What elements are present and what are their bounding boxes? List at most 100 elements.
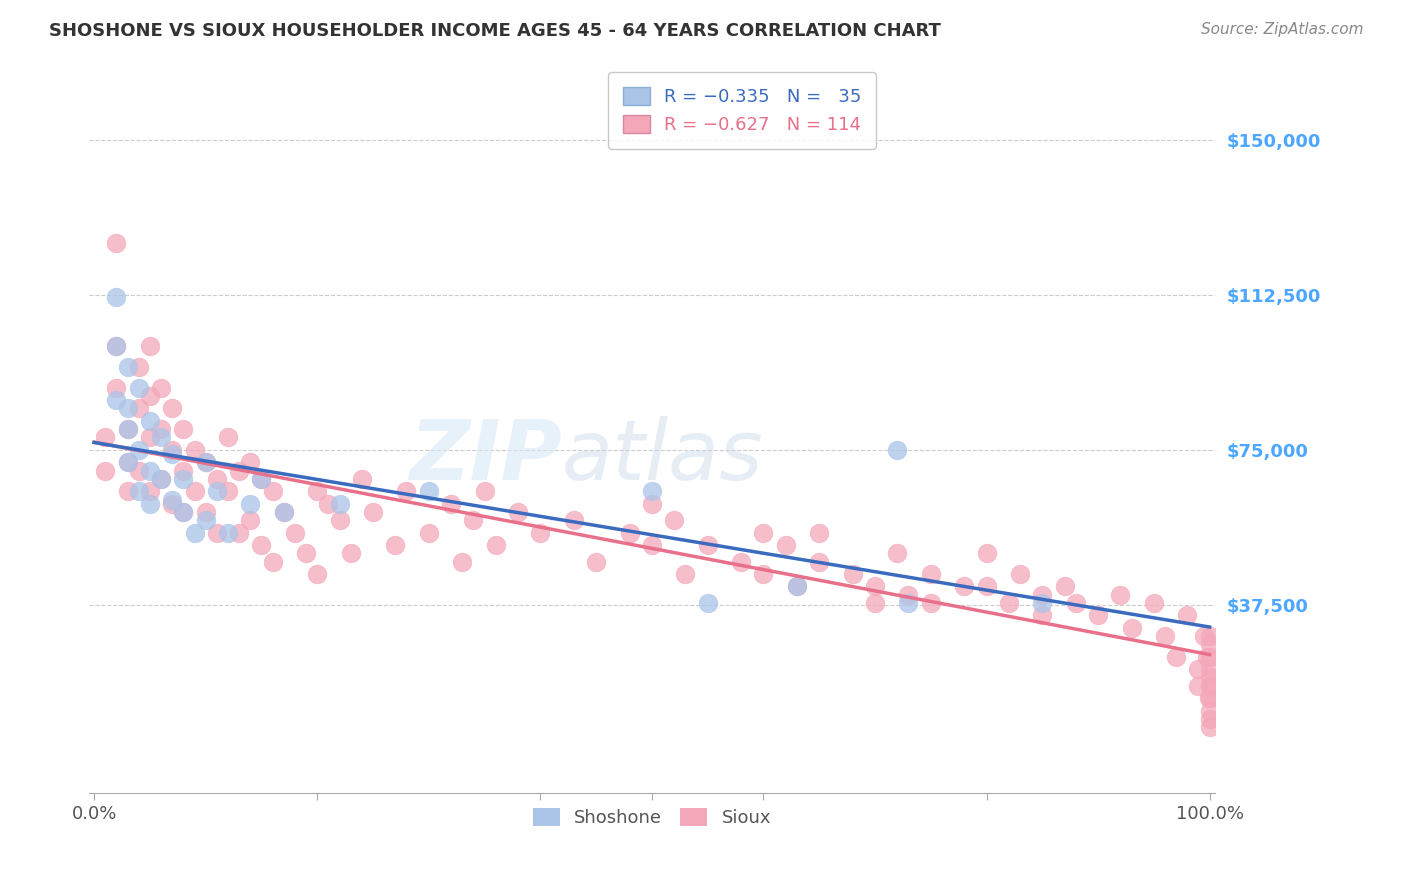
Point bbox=[474, 484, 496, 499]
Point bbox=[117, 422, 139, 436]
Point bbox=[160, 497, 183, 511]
Point bbox=[863, 579, 886, 593]
Point bbox=[139, 389, 162, 403]
Point bbox=[295, 546, 318, 560]
Point bbox=[1143, 596, 1166, 610]
Point bbox=[172, 422, 194, 436]
Point bbox=[463, 513, 485, 527]
Point bbox=[1175, 608, 1198, 623]
Point bbox=[262, 484, 284, 499]
Point bbox=[262, 555, 284, 569]
Point bbox=[217, 430, 239, 444]
Point bbox=[183, 484, 205, 499]
Point bbox=[105, 339, 128, 353]
Point bbox=[172, 505, 194, 519]
Point bbox=[1198, 649, 1220, 664]
Point bbox=[1198, 629, 1220, 643]
Point bbox=[94, 430, 117, 444]
Point bbox=[128, 484, 150, 499]
Point bbox=[485, 538, 508, 552]
Point bbox=[194, 455, 217, 469]
Point bbox=[117, 455, 139, 469]
Point bbox=[128, 442, 150, 457]
Point bbox=[139, 464, 162, 478]
Point bbox=[384, 538, 406, 552]
Point bbox=[318, 497, 340, 511]
Point bbox=[619, 525, 641, 540]
Point bbox=[1198, 704, 1220, 718]
Point bbox=[205, 472, 228, 486]
Text: SHOSHONE VS SIOUX HOUSEHOLDER INCOME AGES 45 - 64 YEARS CORRELATION CHART: SHOSHONE VS SIOUX HOUSEHOLDER INCOME AGE… bbox=[49, 22, 941, 40]
Point bbox=[1031, 596, 1053, 610]
Point bbox=[105, 290, 128, 304]
Point bbox=[205, 484, 228, 499]
Point bbox=[105, 235, 128, 250]
Point bbox=[418, 525, 440, 540]
Point bbox=[1198, 691, 1220, 706]
Point bbox=[451, 555, 474, 569]
Point bbox=[239, 497, 262, 511]
Point bbox=[150, 472, 173, 486]
Point bbox=[506, 505, 529, 519]
Point bbox=[1198, 637, 1220, 651]
Point bbox=[1198, 671, 1220, 685]
Point bbox=[1187, 662, 1209, 676]
Point bbox=[105, 339, 128, 353]
Point bbox=[307, 567, 329, 582]
Point bbox=[228, 464, 250, 478]
Point bbox=[361, 505, 384, 519]
Point bbox=[1187, 679, 1209, 693]
Point bbox=[1087, 608, 1109, 623]
Point bbox=[1192, 629, 1215, 643]
Point bbox=[217, 525, 239, 540]
Point bbox=[641, 497, 664, 511]
Point bbox=[786, 579, 808, 593]
Point bbox=[1031, 608, 1053, 623]
Point bbox=[183, 442, 205, 457]
Point bbox=[1031, 588, 1053, 602]
Point bbox=[395, 484, 418, 499]
Point bbox=[183, 525, 205, 540]
Point bbox=[418, 484, 440, 499]
Point bbox=[139, 414, 162, 428]
Point bbox=[1166, 649, 1188, 664]
Point bbox=[696, 538, 718, 552]
Point bbox=[1109, 588, 1132, 602]
Point bbox=[998, 596, 1021, 610]
Point bbox=[160, 442, 183, 457]
Point bbox=[920, 596, 942, 610]
Point bbox=[128, 464, 150, 478]
Point bbox=[585, 555, 607, 569]
Point bbox=[194, 455, 217, 469]
Point bbox=[128, 360, 150, 375]
Point bbox=[897, 588, 920, 602]
Point bbox=[117, 401, 139, 416]
Point bbox=[350, 472, 373, 486]
Point bbox=[150, 472, 173, 486]
Point bbox=[562, 513, 585, 527]
Point bbox=[328, 513, 350, 527]
Point bbox=[976, 579, 998, 593]
Point bbox=[897, 596, 920, 610]
Point bbox=[228, 525, 250, 540]
Point bbox=[953, 579, 976, 593]
Point bbox=[752, 525, 775, 540]
Text: Source: ZipAtlas.com: Source: ZipAtlas.com bbox=[1201, 22, 1364, 37]
Text: ZIP: ZIP bbox=[409, 417, 562, 498]
Point bbox=[150, 422, 173, 436]
Point bbox=[139, 484, 162, 499]
Point bbox=[786, 579, 808, 593]
Point bbox=[886, 442, 908, 457]
Point bbox=[284, 525, 307, 540]
Point bbox=[673, 567, 696, 582]
Point bbox=[529, 525, 551, 540]
Point bbox=[250, 538, 273, 552]
Point bbox=[1064, 596, 1087, 610]
Point bbox=[273, 505, 295, 519]
Point bbox=[920, 567, 942, 582]
Text: atlas: atlas bbox=[562, 417, 763, 498]
Point bbox=[696, 596, 718, 610]
Point bbox=[160, 447, 183, 461]
Point bbox=[128, 381, 150, 395]
Point bbox=[117, 455, 139, 469]
